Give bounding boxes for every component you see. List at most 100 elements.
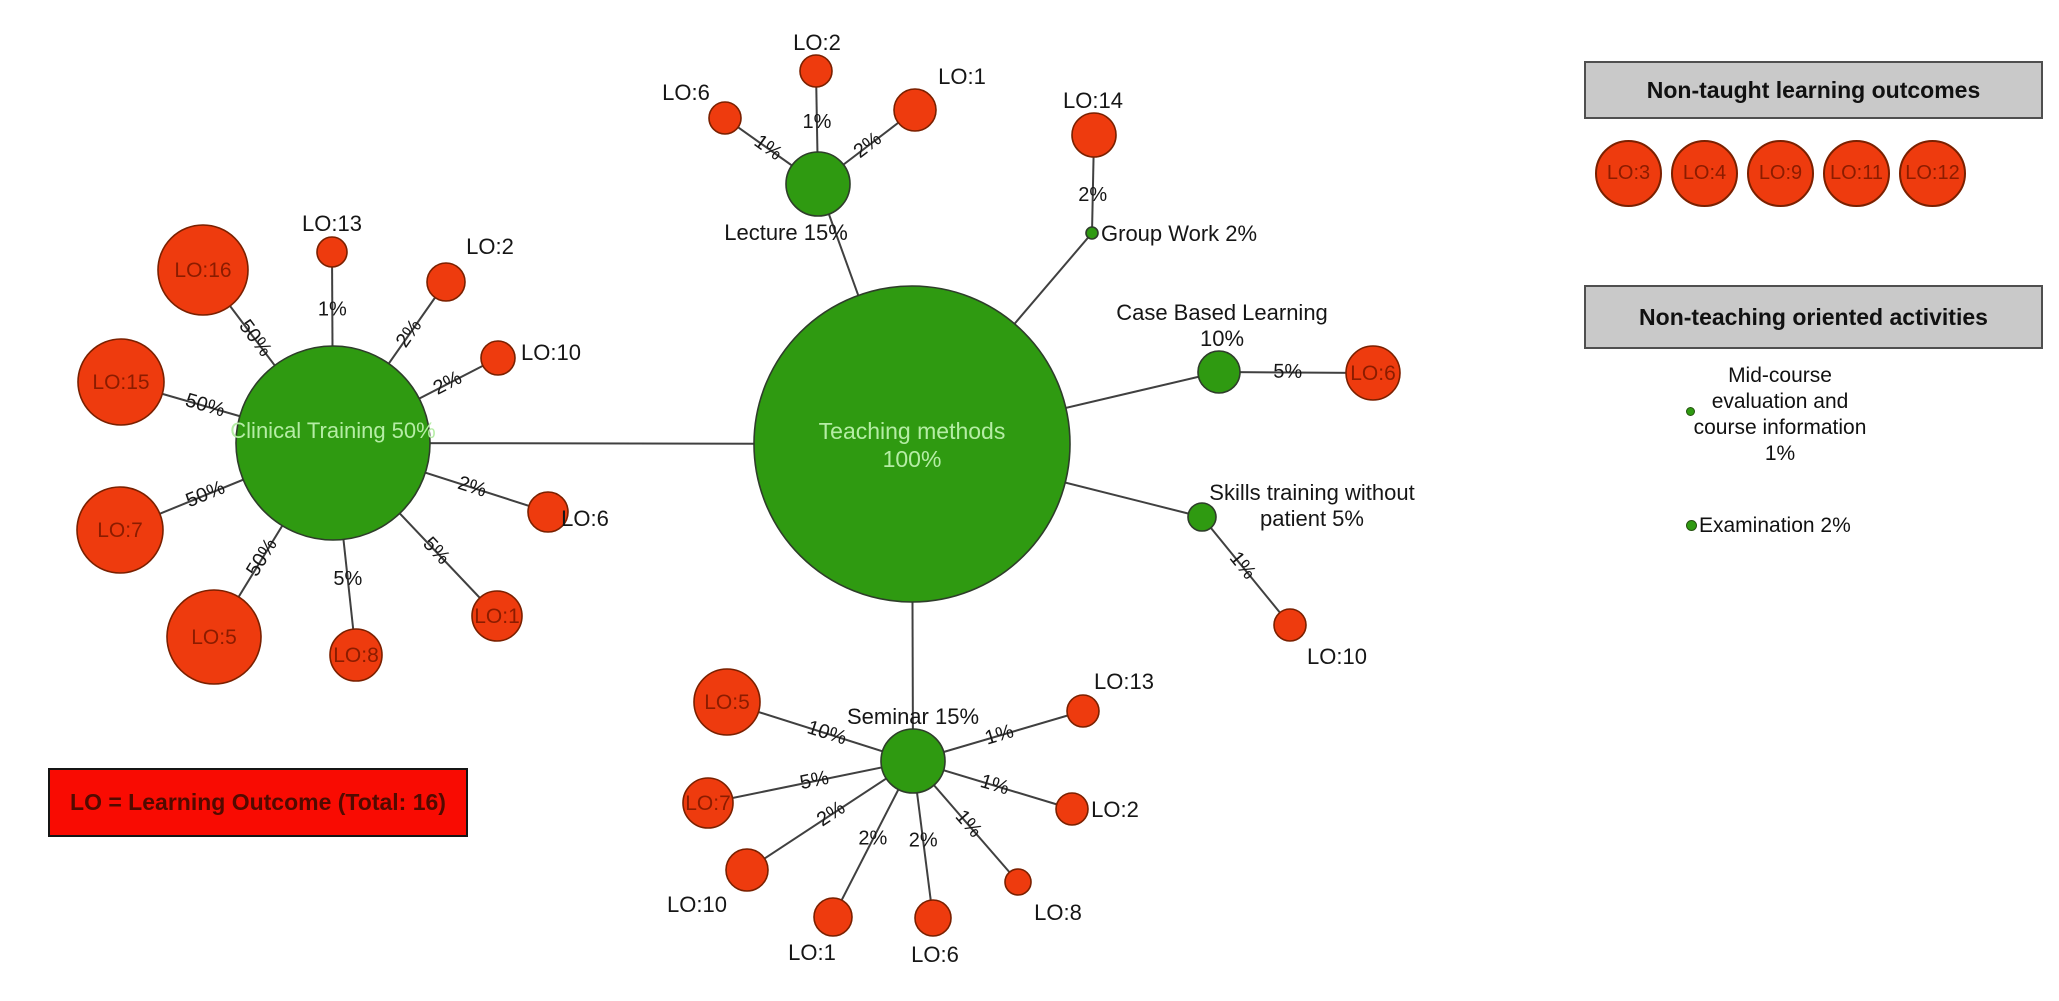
node-label-lo2-sem: LO:2 bbox=[1091, 797, 1139, 822]
node-seminar bbox=[880, 728, 946, 794]
node-lo8-ct bbox=[329, 628, 383, 682]
node-label-lo6-sem: LO:6 bbox=[911, 942, 959, 967]
node-lo6-sem bbox=[914, 899, 952, 937]
edge-label-clinical-lo8-ct: 5% bbox=[333, 568, 362, 590]
node-label-clinical: Clinical Training 50% bbox=[230, 418, 435, 443]
edge-label-cbl-lo6-cbl: 5% bbox=[1273, 361, 1302, 383]
node-lo1-ct bbox=[471, 590, 523, 642]
edge-label-lecture-lo1-lec: 2% bbox=[850, 128, 886, 163]
node-lo6-lec bbox=[708, 101, 742, 135]
edge-label-seminar-lo7-sem: 5% bbox=[798, 767, 831, 794]
node-label-lo8-ct: LO:8 bbox=[333, 644, 379, 667]
node-lo6-cbl bbox=[1345, 345, 1401, 401]
node-lo2-sem bbox=[1055, 792, 1089, 826]
midcourse-dot-icon bbox=[1686, 407, 1695, 416]
node-label-lo6-ct: LO:6 bbox=[561, 506, 609, 531]
node-label-lo1-ct: LO:1 bbox=[474, 605, 520, 628]
node-label-skills: patient 5% bbox=[1260, 506, 1364, 531]
node-lo10-ct bbox=[480, 340, 516, 376]
node-label-lo14: LO:14 bbox=[1063, 88, 1123, 113]
node-lo1-sem bbox=[813, 897, 853, 937]
node-label-lo5-sem: LO:5 bbox=[704, 691, 750, 714]
node-label-lo7-ct: LO:7 bbox=[97, 519, 143, 542]
activity-line: evaluation and bbox=[1711, 390, 1849, 413]
node-lo8-sem bbox=[1004, 868, 1032, 896]
node-lo2-ct bbox=[426, 262, 466, 302]
node-lo7-sem bbox=[682, 777, 734, 829]
edge-label-seminar-lo5-sem: 10% bbox=[804, 716, 849, 749]
node-label-lo15: LO:15 bbox=[92, 371, 149, 394]
node-lo6-ct bbox=[527, 491, 569, 533]
node-label-lo2-lec: LO:2 bbox=[793, 30, 841, 55]
node-lo10-skills bbox=[1273, 608, 1307, 642]
node-label-lo16: LO:16 bbox=[174, 259, 231, 282]
node-lo5-ct bbox=[166, 589, 262, 685]
node-teaching bbox=[753, 285, 1071, 603]
node-label-skills: Skills training without bbox=[1209, 480, 1414, 505]
edge-label-lecture-lo2-lec: 1% bbox=[802, 111, 831, 133]
node-label-cbl: 10% bbox=[1200, 326, 1244, 351]
edge-label-clinical-lo15: 50% bbox=[183, 389, 228, 421]
node-label-lo5-ct: LO:5 bbox=[191, 626, 237, 649]
node-label-cbl: Case Based Learning bbox=[1116, 300, 1328, 325]
node-label-lo2-ct: LO:2 bbox=[466, 234, 514, 259]
node-label-teaching: Teaching methods bbox=[819, 418, 1006, 444]
node-group bbox=[1085, 226, 1099, 240]
node-lecture bbox=[785, 151, 851, 217]
examination-activity-label: Examination 2% bbox=[1699, 514, 1851, 537]
node-skills bbox=[1187, 502, 1217, 532]
edge-label-clinical-lo13-ct: 1% bbox=[318, 299, 347, 321]
node-label-group: Group Work 2% bbox=[1101, 221, 1257, 246]
lo-note-text: LO = Learning Outcome (Total: 16) bbox=[70, 789, 446, 815]
edge-label-group-lo14: 2% bbox=[1078, 184, 1107, 206]
node-label-lo1-sem: LO:1 bbox=[788, 940, 836, 965]
node-label-seminar: Seminar 15% bbox=[847, 704, 979, 729]
activity-line: Mid-course bbox=[1728, 364, 1832, 387]
edge-label-seminar-lo6-sem: 2% bbox=[909, 829, 938, 851]
edge-label-seminar-lo13-sem: 1% bbox=[982, 720, 1016, 749]
node-label-lo6-cbl: LO:6 bbox=[1350, 362, 1396, 385]
node-lo13-sem bbox=[1066, 694, 1100, 728]
legend-lo-circle: LO:4 bbox=[1671, 140, 1738, 207]
activity-line: course information bbox=[1693, 416, 1867, 439]
legend-lo-circle: LO:11 bbox=[1823, 140, 1890, 207]
node-lo15 bbox=[77, 338, 165, 426]
activity-line: 1% bbox=[1764, 442, 1796, 465]
legend-non-teaching-title: Non-teaching oriented activities bbox=[1639, 303, 1988, 330]
edge-label-clinical-lo5-ct: 50% bbox=[242, 534, 282, 580]
node-label-lo6-lec: LO:6 bbox=[662, 80, 710, 105]
edge-skills-lo10-skills bbox=[1201, 516, 1291, 626]
node-clinical bbox=[235, 345, 431, 541]
legend-lo-circle: LO:12 bbox=[1899, 140, 1966, 207]
node-lo10-sem bbox=[725, 848, 769, 892]
node-label-lo10-ct: LO:10 bbox=[521, 340, 581, 365]
edge-label-seminar-lo10-sem: 2% bbox=[813, 797, 849, 831]
edge-label-seminar-lo2-sem: 1% bbox=[978, 770, 1012, 799]
edge-label-clinical-lo16: 50% bbox=[234, 316, 276, 361]
legend-non-taught-title: Non-taught learning outcomes bbox=[1646, 76, 1981, 103]
node-label-lo13-ct: LO:13 bbox=[302, 211, 362, 236]
legend-non-teaching-header: Non-teaching oriented activities bbox=[1584, 285, 2043, 349]
legend-non-taught-header: Non-taught learning outcomes bbox=[1584, 61, 2043, 119]
edge-label-clinical-lo10-ct: 2% bbox=[430, 367, 466, 400]
node-label-lo13-sem: LO:13 bbox=[1094, 669, 1154, 694]
edge-label-clinical-lo6-ct: 2% bbox=[455, 472, 489, 502]
node-label-lecture: Lecture 15% bbox=[724, 220, 848, 245]
edge-label-seminar-lo1-sem: 2% bbox=[858, 828, 887, 850]
node-label-lo7-sem: LO:7 bbox=[685, 792, 731, 815]
node-label-teaching: 100% bbox=[883, 446, 942, 472]
node-lo5-sem bbox=[693, 668, 761, 736]
edge-seminar-lo10-sem bbox=[746, 760, 914, 871]
node-label-lo8-sem: LO:8 bbox=[1034, 900, 1082, 925]
lo-note-box: LO = Learning Outcome (Total: 16) bbox=[48, 768, 468, 837]
node-label-lo10-sem: LO:10 bbox=[667, 892, 727, 917]
node-lo7-ct bbox=[76, 486, 164, 574]
edge-seminar-lo7-sem bbox=[707, 760, 914, 804]
node-lo13-ct bbox=[316, 236, 348, 268]
non-taught-lo-row: LO:3 LO:4 LO:9 LO:11 LO:12 bbox=[1595, 140, 1966, 207]
edge-label-lecture-lo6-lec: 1% bbox=[750, 130, 786, 165]
midcourse-activity-label: Mid-course evaluation and course informa… bbox=[1664, 363, 1896, 467]
legend-lo-circle: LO:9 bbox=[1747, 140, 1814, 207]
